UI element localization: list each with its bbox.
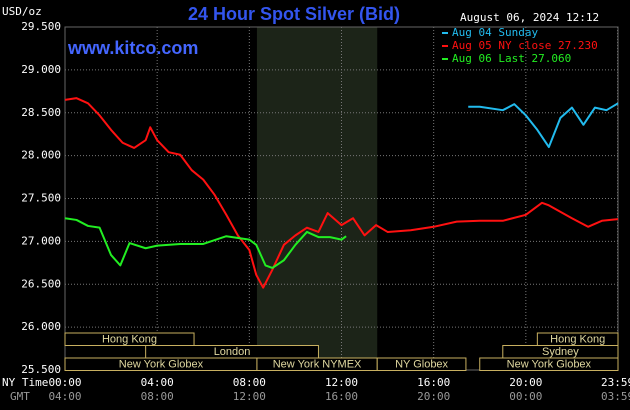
y-tick-label: 28.000 xyxy=(21,149,61,162)
y-tick-label: 29.000 xyxy=(21,63,61,76)
x-tick-label: 00:00 xyxy=(48,376,81,389)
x2-tick-label: 04:00 xyxy=(48,390,81,403)
y-tick-label: 28.500 xyxy=(21,106,61,119)
session-label: Sydney xyxy=(542,346,579,358)
x2-tick-label: 08:00 xyxy=(141,390,174,403)
series-line xyxy=(64,97,619,289)
watermark: www.kitco.com xyxy=(67,38,198,58)
session-label: New York NYMEX xyxy=(273,358,362,370)
x-tick-label: 16:00 xyxy=(417,376,450,389)
y-tick-label: 29.500 xyxy=(21,20,61,33)
x-tick-label: 04:00 xyxy=(141,376,174,389)
session-label: Hong Kong xyxy=(550,333,605,345)
y-tick-label: 26.000 xyxy=(21,320,61,333)
session-box xyxy=(479,357,619,371)
x-tick-label: 12:00 xyxy=(325,376,358,389)
session-label: NY Globex xyxy=(395,358,448,370)
x-tick-label: 20:00 xyxy=(509,376,542,389)
session-box xyxy=(376,357,467,371)
x2-tick-label: 03:59 xyxy=(601,390,630,403)
legend-label: Aug 06 Last 27.060 xyxy=(452,52,571,65)
session-label: New York Globex xyxy=(119,358,204,370)
timestamp: August 06, 2024 12:12 xyxy=(460,11,599,24)
y-unit: USD/oz xyxy=(2,5,42,18)
y-tick-label: 27.000 xyxy=(21,234,61,247)
series-line xyxy=(468,102,619,149)
chart-title: 24 Hour Spot Silver (Bid) xyxy=(188,4,400,24)
x-axis-label: NY Time xyxy=(2,376,48,389)
legend-label: Aug 05 NY close 27.230 xyxy=(452,39,598,52)
x2-tick-label: 16:00 xyxy=(325,390,358,403)
session-label: London xyxy=(214,346,251,358)
session-box xyxy=(64,332,195,346)
series-line xyxy=(64,217,347,269)
x2-tick-label: 12:00 xyxy=(233,390,266,403)
y-tick-label: 27.500 xyxy=(21,192,61,205)
x2-tick-label: 00:00 xyxy=(509,390,542,403)
y-tick-label: 26.500 xyxy=(21,277,61,290)
x-tick-label: 23:59 xyxy=(601,376,630,389)
x-tick-label: 08:00 xyxy=(233,376,266,389)
session-label: New York Globex xyxy=(507,358,592,370)
x2-axis-label: GMT xyxy=(10,390,30,403)
session-label: Hong Kong xyxy=(102,333,157,345)
y-tick-label: 25.500 xyxy=(21,363,61,376)
x2-tick-label: 20:00 xyxy=(417,390,450,403)
legend-label: Aug 04 Sunday xyxy=(452,26,538,39)
